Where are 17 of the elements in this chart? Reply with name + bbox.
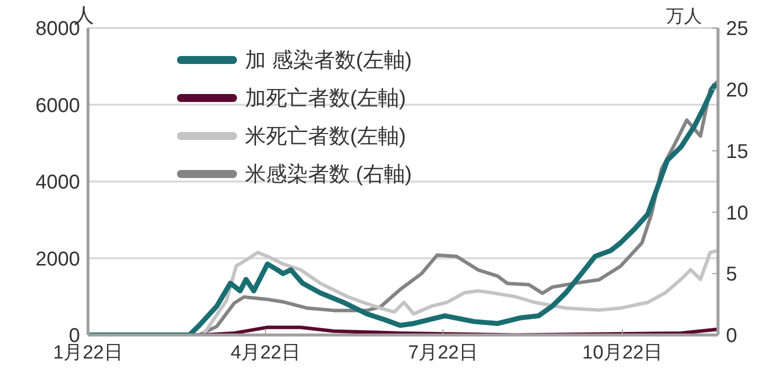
x-tick-label: 4月22日 (230, 342, 300, 364)
y2-tick-label: 0 (726, 325, 738, 348)
y2-tick-label: 25 (726, 18, 748, 40)
legend-label: 加 感染者数(左軸) (245, 48, 412, 74)
y2-tick-label: 15 (726, 140, 748, 163)
y2-tick-label: 20 (726, 80, 748, 102)
x-tick-label: 7月22日 (408, 342, 478, 364)
y-tick-label: 4000 (36, 172, 80, 194)
x-tick-label: 10月22日 (582, 342, 663, 364)
legend-label: 米死亡者数(左軸) (245, 124, 406, 150)
y2-axis-title: 万人 (666, 5, 702, 28)
legend-label: 米感染者数 (右軸) (245, 162, 412, 188)
legend-label: 加死亡者数(左軸) (245, 86, 406, 112)
y-tick-label: 2000 (36, 248, 80, 270)
y2-tick-label: 10 (726, 202, 748, 224)
y-tick-label: 6000 (36, 94, 80, 117)
y2-tick-label: 5 (726, 264, 738, 286)
